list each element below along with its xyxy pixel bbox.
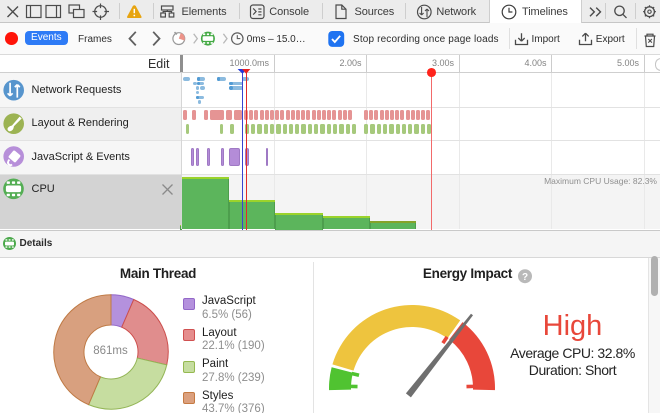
svg-text:?: ? (521, 272, 527, 283)
